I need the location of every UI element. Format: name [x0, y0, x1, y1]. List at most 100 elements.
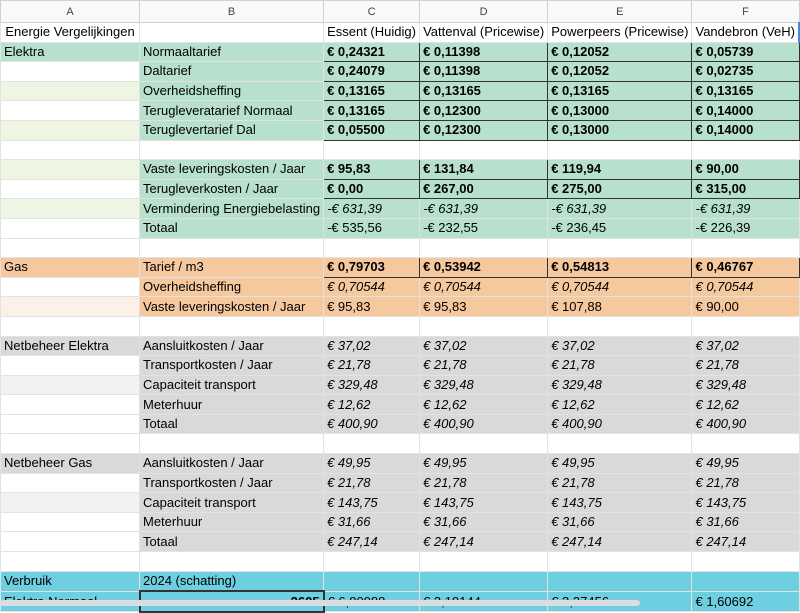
cell[interactable] [420, 552, 548, 572]
value-cell[interactable]: € 0,24321 [324, 42, 420, 62]
value-cell[interactable]: -€ 631,39 [548, 199, 692, 219]
row-group-label[interactable] [1, 218, 140, 238]
value-cell[interactable]: € 12,62 [420, 395, 548, 415]
value-cell[interactable]: € 143,75 [692, 493, 799, 513]
column-header-c[interactable]: C [324, 1, 420, 23]
cell[interactable] [692, 140, 799, 160]
row-group-label[interactable] [1, 199, 140, 219]
value-cell[interactable]: € 1,60692 [692, 591, 799, 612]
cell[interactable] [548, 238, 692, 258]
value-cell[interactable] [548, 571, 692, 591]
cell[interactable] [140, 23, 324, 43]
value-cell[interactable]: € 0,13000 [548, 101, 692, 121]
row-group-label[interactable]: Netbeheer Gas [1, 454, 140, 474]
row-label[interactable]: Overheidsheffing [140, 81, 324, 101]
cell[interactable] [548, 316, 692, 336]
value-cell[interactable]: € 143,75 [324, 493, 420, 513]
value-cell[interactable]: € 0,24079 [324, 62, 420, 82]
value-cell[interactable]: € 21,78 [692, 473, 799, 493]
row-group-label[interactable] [1, 414, 140, 434]
cell[interactable] [420, 434, 548, 454]
value-cell[interactable]: € 21,78 [548, 356, 692, 376]
row-label[interactable]: Totaal [140, 218, 324, 238]
value-cell[interactable]: -€ 226,39 [692, 218, 799, 238]
row-label[interactable]: Totaal [140, 532, 324, 552]
value-cell[interactable]: € 119,94 [548, 160, 692, 180]
row-group-label[interactable] [1, 356, 140, 376]
row-label[interactable]: Meterhuur [140, 395, 324, 415]
row-group-label[interactable] [1, 120, 140, 140]
cell[interactable] [692, 552, 799, 572]
value-cell[interactable]: -€ 631,39 [692, 199, 799, 219]
value-cell[interactable]: € 21,78 [692, 356, 799, 376]
cell[interactable] [420, 140, 548, 160]
value-cell[interactable]: € 247,14 [548, 532, 692, 552]
value-cell[interactable]: € 31,66 [692, 512, 799, 532]
value-cell[interactable]: € 0,70544 [692, 277, 799, 297]
row-label[interactable]: Meterhuur [140, 512, 324, 532]
row-group-label[interactable]: Elektra [1, 42, 140, 62]
provider-header[interactable]: Essent (Huidig) [324, 23, 420, 43]
provider-header[interactable]: Vattenval (Pricewise) [420, 23, 548, 43]
value-cell[interactable]: € 0,13165 [692, 81, 799, 101]
value-cell[interactable]: € 247,14 [692, 532, 799, 552]
value-cell[interactable]: € 21,78 [324, 473, 420, 493]
value-cell[interactable]: € 0,70544 [420, 277, 548, 297]
cell[interactable] [140, 552, 324, 572]
cell[interactable] [1, 316, 140, 336]
cell[interactable] [548, 552, 692, 572]
row-label[interactable]: Capaciteit transport [140, 493, 324, 513]
cell[interactable] [1, 140, 140, 160]
value-cell[interactable]: € 0,46767 [692, 258, 799, 278]
value-cell[interactable]: € 37,02 [324, 336, 420, 356]
row-group-label[interactable] [1, 81, 140, 101]
cell[interactable] [140, 316, 324, 336]
row-label[interactable]: Vaste leveringskosten / Jaar [140, 160, 324, 180]
cell[interactable] [140, 238, 324, 258]
row-label[interactable]: Daltarief [140, 62, 324, 82]
cell[interactable] [140, 434, 324, 454]
row-group-label[interactable] [1, 297, 140, 317]
value-cell[interactable]: € 95,83 [420, 297, 548, 317]
value-cell[interactable]: € 0,13165 [324, 101, 420, 121]
value-cell[interactable]: € 49,95 [420, 454, 548, 474]
value-cell[interactable]: € 0,05500 [324, 120, 420, 140]
cell[interactable] [548, 140, 692, 160]
cell[interactable] [1, 238, 140, 258]
value-cell[interactable]: € 0,14000 [692, 101, 799, 121]
value-cell[interactable]: € 329,48 [420, 375, 548, 395]
value-cell[interactable]: € 31,66 [548, 512, 692, 532]
value-cell[interactable]: -€ 631,39 [324, 199, 420, 219]
cell[interactable] [1, 552, 140, 572]
value-cell[interactable]: € 37,02 [548, 336, 692, 356]
value-cell[interactable]: € 95,83 [324, 297, 420, 317]
value-cell[interactable] [692, 571, 799, 591]
row-group-label[interactable] [1, 277, 140, 297]
value-cell[interactable]: € 0,05739 [692, 42, 799, 62]
value-cell[interactable]: € 21,78 [324, 356, 420, 376]
value-cell[interactable]: -€ 631,39 [420, 199, 548, 219]
value-cell[interactable]: € 21,78 [420, 356, 548, 376]
value-cell[interactable]: € 329,48 [548, 375, 692, 395]
row-label[interactable]: 2024 (schatting) [140, 571, 324, 591]
value-cell[interactable]: € 49,95 [324, 454, 420, 474]
value-cell[interactable]: € 0,53942 [420, 258, 548, 278]
cell[interactable] [420, 238, 548, 258]
value-cell[interactable]: € 400,90 [420, 414, 548, 434]
value-cell[interactable]: € 400,90 [548, 414, 692, 434]
value-cell[interactable]: € 275,00 [548, 179, 692, 199]
value-cell[interactable]: € 0,13000 [548, 120, 692, 140]
value-cell[interactable]: € 315,00 [692, 179, 799, 199]
row-label[interactable]: Tarief / m3 [140, 258, 324, 278]
value-cell[interactable]: € 0,13165 [420, 81, 548, 101]
row-label[interactable]: Overheidsheffing [140, 277, 324, 297]
value-cell[interactable]: € 0,02735 [692, 62, 799, 82]
value-cell[interactable]: € 0,12300 [420, 120, 548, 140]
value-cell[interactable]: € 37,02 [420, 336, 548, 356]
horizontal-scrollbar[interactable] [0, 600, 640, 606]
value-cell[interactable]: € 12,62 [692, 395, 799, 415]
cell[interactable] [324, 140, 420, 160]
row-group-label[interactable] [1, 101, 140, 121]
value-cell[interactable]: € 0,12052 [548, 62, 692, 82]
row-group-label[interactable] [1, 160, 140, 180]
